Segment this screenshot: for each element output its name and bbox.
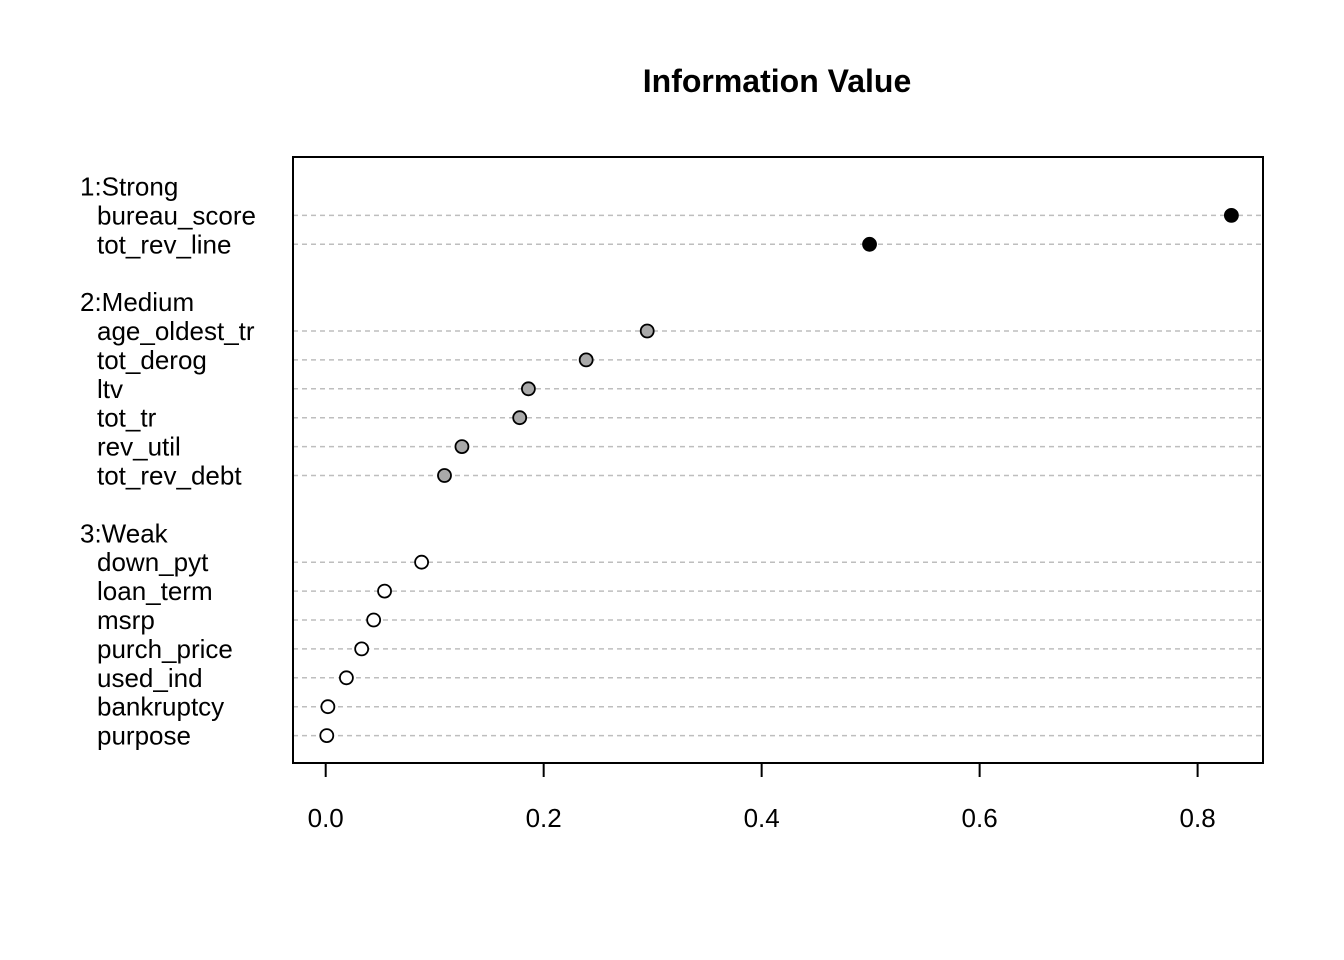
data-point bbox=[339, 670, 354, 686]
group-label: 1:Strong bbox=[80, 172, 178, 202]
group-label: 3:Weak bbox=[80, 518, 169, 548]
variable-label: rev_util bbox=[97, 432, 181, 462]
data-point bbox=[320, 699, 336, 715]
x-tick-label: 0.6 bbox=[962, 803, 998, 833]
variable-label: down_pyt bbox=[97, 547, 209, 577]
variable-label: bureau_score bbox=[97, 200, 256, 230]
data-point bbox=[862, 236, 877, 252]
data-point bbox=[377, 583, 392, 599]
chart-title: Information Value bbox=[643, 63, 911, 99]
variable-label: purpose bbox=[97, 721, 191, 751]
data-point bbox=[319, 728, 335, 743]
variable-label: tot_rev_debt bbox=[97, 461, 242, 491]
data-point bbox=[414, 554, 430, 570]
variable-label: tot_derog bbox=[97, 345, 207, 375]
plot-area bbox=[292, 156, 1264, 764]
data-point bbox=[521, 381, 536, 397]
variable-label: loan_term bbox=[97, 576, 213, 606]
variable-label: tot_rev_line bbox=[97, 229, 231, 259]
data-point bbox=[354, 641, 370, 657]
x-tick-label: 0.4 bbox=[744, 803, 780, 833]
variable-label: ltv bbox=[97, 374, 123, 404]
x-tick-label: 0.2 bbox=[526, 803, 562, 833]
data-point bbox=[454, 439, 470, 455]
data-point bbox=[1223, 207, 1239, 223]
variable-label: purch_price bbox=[97, 634, 233, 664]
variable-label: msrp bbox=[97, 605, 155, 635]
x-tick-label: 0.8 bbox=[1180, 803, 1216, 833]
variable-label: bankruptcy bbox=[97, 692, 224, 722]
x-axis: 0.0 0.2 0.4 0.6 0.8 bbox=[308, 763, 1216, 833]
data-point bbox=[639, 323, 655, 339]
variable-label: tot_tr bbox=[97, 403, 157, 433]
data-points bbox=[319, 207, 1239, 743]
x-tick-label: 0.0 bbox=[308, 803, 344, 833]
data-point bbox=[366, 612, 382, 628]
variable-label: age_oldest_tr bbox=[97, 316, 255, 346]
variable-label: used_ind bbox=[97, 663, 203, 693]
data-point bbox=[437, 468, 452, 483]
data-point bbox=[578, 352, 594, 368]
group-label: 2:Medium bbox=[80, 287, 194, 317]
data-point bbox=[512, 410, 528, 426]
